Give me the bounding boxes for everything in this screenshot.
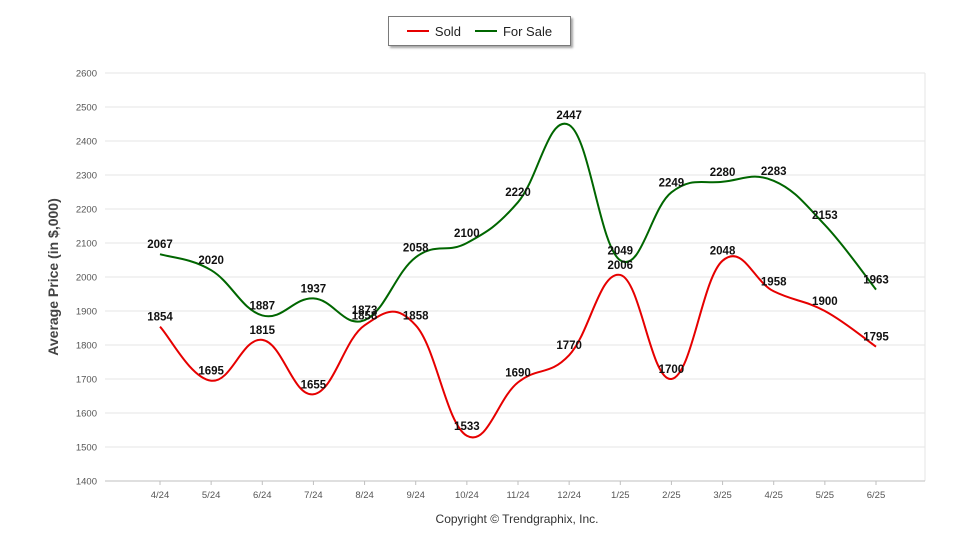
data-label-for-sale: 2249 [659, 177, 685, 189]
y-tick-label: 2100 [76, 239, 97, 250]
legend-label-sold: Sold [434, 23, 461, 39]
x-tick-label: 10/24 [455, 490, 479, 501]
x-tick-label: 6/25 [867, 490, 886, 501]
y-tick-label: 2300 [76, 171, 97, 182]
data-label-sold: 1858 [403, 310, 429, 322]
data-label-for-sale: 2058 [403, 242, 429, 254]
data-label-sold: 1533 [454, 421, 480, 433]
x-tick-label: 2/25 [662, 490, 681, 501]
series-layer [159, 122, 877, 439]
data-label-sold: 1858 [352, 310, 378, 322]
data-label-for-sale: 2100 [454, 228, 480, 240]
data-label-sold: 1770 [556, 340, 582, 352]
x-tick-label: 3/25 [713, 490, 732, 501]
axis-layer: 1400 1500 1600 1700 1800 1900 2000 2100 2200 2300… [76, 69, 925, 501]
data-label-sold: 1700 [659, 364, 685, 376]
y-tick-label: 1400 [76, 477, 97, 488]
x-tick-label: 4/24 [151, 490, 170, 501]
legend-item-sold[interactable]: Sold [406, 23, 461, 39]
x-tick-label: 12/24 [557, 490, 581, 501]
y-tick-label: 2400 [76, 137, 97, 148]
data-label-for-sale: 2049 [607, 245, 633, 257]
y-tick-label: 1600 [76, 409, 97, 420]
data-label-sold: 1958 [761, 276, 787, 288]
data-label-sold: 1900 [812, 296, 838, 308]
legend-item-forsale[interactable]: For Sale [474, 23, 553, 39]
data-label-sold: 1854 [147, 312, 173, 324]
data-label-sold: 1695 [198, 366, 224, 378]
data-label-for-sale: 1937 [301, 283, 327, 295]
y-tick-label: 2200 [76, 205, 97, 216]
data-label-for-sale: 2020 [198, 255, 224, 267]
data-label-for-sale: 2067 [147, 239, 173, 251]
x-tick-label: 6/24 [253, 490, 272, 501]
y-tick-label: 1500 [76, 443, 97, 454]
data-label-for-sale: 2220 [505, 187, 531, 199]
copyright-text: Copyright © Trendgraphix, Inc. [435, 512, 599, 526]
data-label-sold: 1655 [301, 379, 327, 391]
data-label-for-sale: 1887 [249, 300, 275, 312]
y-tick-label: 1900 [76, 307, 97, 318]
y-tick-label: 2600 [76, 69, 97, 80]
data-label-sold: 2006 [607, 260, 633, 272]
x-tick-label: 1/25 [611, 490, 630, 501]
data-label-sold: 1690 [505, 367, 531, 379]
data-label-for-sale: 2447 [556, 110, 582, 122]
data-label-for-sale: 1873 [352, 305, 378, 317]
legend-label-forsale: For Sale [502, 23, 553, 39]
label-layer: 1854 1695 1815 1655 1858 1858 1533 1690 1770 2006… [147, 110, 889, 433]
series-line-for-sale [159, 122, 877, 323]
x-tick-label: 9/24 [406, 490, 425, 501]
legend: Sold For Sale [388, 16, 571, 46]
x-tick-label: 5/25 [816, 490, 835, 501]
data-label-sold: 1795 [863, 332, 889, 344]
y-tick-label: 1700 [76, 375, 97, 386]
data-label-for-sale: 2153 [812, 210, 838, 222]
x-tick-label: 4/25 [764, 490, 783, 501]
data-label-for-sale: 2280 [710, 167, 736, 179]
legend-swatch-forsale [474, 30, 497, 32]
x-tick-label: 5/24 [202, 490, 221, 501]
data-label-sold: 2048 [710, 246, 736, 258]
y-tick-label: 2500 [76, 103, 97, 114]
legend-swatch-sold [406, 30, 429, 32]
x-tick-label: 8/24 [355, 490, 374, 501]
x-tick-label: 11/24 [506, 490, 529, 501]
series-line-sold [159, 255, 877, 439]
data-label-for-sale: 2283 [761, 166, 787, 178]
y-axis-title: Average Price (in $,000) [45, 198, 61, 355]
data-label-for-sale: 1963 [863, 275, 889, 287]
y-tick-label: 1800 [76, 341, 97, 352]
y-tick-label: 2000 [76, 273, 97, 284]
grid-layer [105, 72, 926, 482]
data-label-sold: 1815 [249, 325, 275, 337]
x-tick-label: 7/24 [304, 490, 323, 501]
